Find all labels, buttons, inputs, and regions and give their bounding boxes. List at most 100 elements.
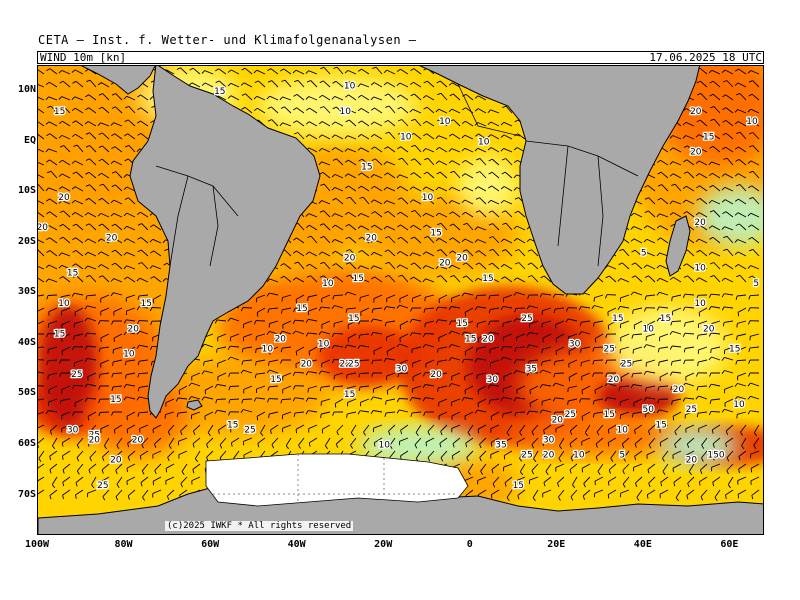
latitude-tick-label: 20S <box>17 235 36 247</box>
wind-speed-label: 5 <box>619 451 625 461</box>
wind-field-patch <box>508 416 688 456</box>
wind-speed-label: 10 <box>378 441 390 451</box>
wind-speed-label: 20 <box>543 451 555 461</box>
wind-speed-label: 0 <box>719 451 725 461</box>
wind-speed-label: 10 <box>439 117 451 127</box>
wind-speed-label: 35 <box>495 441 506 451</box>
wind-speed-label: 20 <box>365 233 377 243</box>
country-borders <box>155 83 639 267</box>
wind-speed-label: 5 <box>641 249 647 259</box>
wind-speed-label: 20 <box>703 324 715 334</box>
wind-speed-label: 10 <box>322 279 334 289</box>
longitude-tick-label: 0 <box>466 539 473 550</box>
wind-speed-label: 20 <box>58 193 70 203</box>
wind-speed-label: 10 <box>694 299 706 309</box>
wind-speed-label: 15 <box>227 420 238 430</box>
wind-speed-label: 15 <box>655 420 666 430</box>
wind-speed-label: 20 <box>552 415 564 425</box>
wind-speed-label: 15 <box>296 304 307 314</box>
wind-speed-label: 25 <box>348 360 359 370</box>
wind-field-patch <box>458 156 518 216</box>
longitude-tick-label: 80W <box>114 539 133 550</box>
wind-speed-label: 10 <box>339 107 351 117</box>
wind-speed-label: 30 <box>543 436 555 446</box>
wind-speed-label: 20 <box>110 456 122 466</box>
wind-speed-label: 20 <box>127 324 139 334</box>
wind-speed-label: 15 <box>703 132 714 142</box>
parameter-label: WIND 10m [kn] <box>40 51 127 64</box>
wind-speed-label: 20 <box>608 375 620 385</box>
wind-speed-label: 10 <box>642 324 654 334</box>
wind-speed-label: 15 <box>54 329 65 339</box>
wind-speed-label: 20 <box>686 456 698 466</box>
longitude-tick-label: 60E <box>720 539 739 550</box>
wind-speed-label: 10 <box>573 451 585 461</box>
ice-grid-lines <box>213 454 458 502</box>
wind-speed-label: 25 <box>89 430 100 440</box>
wind-speed-label: 20 <box>456 254 468 264</box>
wind-speed-label: 10 <box>478 137 490 147</box>
wind-speed-label: 5 <box>753 279 759 289</box>
wind-speed-label: 15 <box>729 345 740 355</box>
longitude-tick-label: 40E <box>633 539 652 550</box>
wind-speed-label: 10 <box>694 264 706 274</box>
wind-speed-label: 25 <box>686 405 697 415</box>
wind-speed-label: 20 <box>439 259 451 269</box>
wind-field-patch <box>318 326 418 386</box>
wind-speed-label: 15 <box>140 299 151 309</box>
wind-speed-label: 30 <box>396 365 408 375</box>
longitude-tick-label: 100W <box>24 539 50 550</box>
wind-speed-label: 15 <box>352 274 363 284</box>
wind-speed-label: 10 <box>58 299 70 309</box>
latitude-tick-label: EQ <box>23 134 36 146</box>
wind-field-patch <box>38 306 98 426</box>
valid-time: 17.06.2025 18 UTC <box>649 51 762 64</box>
wind-speed-label: 15 <box>612 314 623 324</box>
wind-speed-label: 15 <box>465 334 476 344</box>
wind-speed-label: 22 <box>339 360 350 370</box>
wind-speed-label: 10 <box>344 82 356 92</box>
wind-speed-label: 25 <box>603 345 614 355</box>
wind-map: 1015101510101020101520151020202015202052… <box>37 65 764 535</box>
copyright-notice: (c)2025 IWKF * All rights reserved <box>165 521 354 531</box>
wind-speed-label: 15 <box>456 319 467 329</box>
wind-speed-label: 15 <box>67 269 78 279</box>
wind-speed-label: 20 <box>89 436 101 446</box>
subheader-frame <box>37 51 764 64</box>
speed-labels: 1015101510101020101520151020202015202052… <box>38 80 760 492</box>
wind-speed-label: 25 <box>621 360 632 370</box>
longitude-tick-label: 40W <box>287 539 306 550</box>
wind-map-canvas: 1015101510101020101520151020202015202052… <box>38 66 763 534</box>
wind-speed-label: 15 <box>603 410 614 420</box>
weddell-ice-shelf <box>205 453 469 507</box>
wind-speed-label: 20 <box>690 107 702 117</box>
wind-speed-label: 50 <box>642 405 654 415</box>
wind-speed-label: 25 <box>71 370 82 380</box>
wind-speed-label: 20 <box>301 360 313 370</box>
wind-speed-label: 15 <box>110 395 121 405</box>
wind-speed-label: 15 <box>270 375 281 385</box>
wind-speed-label: 10 <box>400 132 412 142</box>
africa-landmass <box>419 66 701 295</box>
wind-speed-label: 15 <box>430 228 441 238</box>
longitude-tick-label: 60W <box>201 539 220 550</box>
latitude-tick-label: 60S <box>17 438 36 450</box>
wind-field-patch <box>358 426 478 466</box>
wind-speed-label: 20 <box>694 218 706 228</box>
wind-speed-label: 20 <box>430 370 442 380</box>
wind-speed-label: 20 <box>344 254 356 264</box>
latitude-tick-label: 70S <box>17 488 36 500</box>
latitude-tick-label: 50S <box>17 387 36 399</box>
wind-field-patch <box>598 376 678 416</box>
wind-speed-label: 10 <box>318 340 330 350</box>
latitude-tick-label: 40S <box>17 336 36 348</box>
wind-speed-label: 30 <box>569 340 581 350</box>
wind-speed-label: 10 <box>123 350 135 360</box>
wind-speed-label: 15 <box>361 163 372 173</box>
wind-speed-label: 25 <box>565 410 576 420</box>
central-america-landmass <box>80 66 156 95</box>
wind-speed-label: 20 <box>673 385 685 395</box>
wind-speed-label: 10 <box>746 117 758 127</box>
wind-speed-label: 20 <box>38 223 48 233</box>
wind-speed-label: 20 <box>690 147 702 157</box>
